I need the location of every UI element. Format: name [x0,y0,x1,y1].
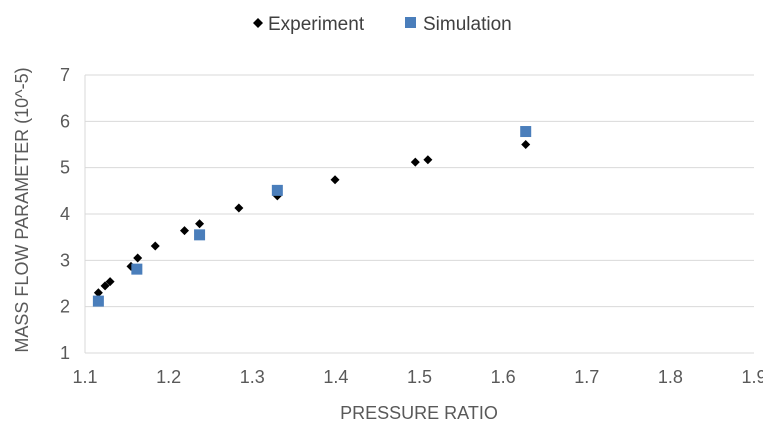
simulation-point [131,263,143,275]
experiment-point [410,157,420,167]
x-axis-title: PRESSURE RATIO [340,403,498,423]
legend-experiment-label: Experiment [268,14,365,35]
x-tick-label: 1.3 [240,367,265,387]
x-tick-label: 1.9 [741,367,763,387]
y-axis-ticks: 1 2 3 4 5 6 7 [60,65,70,363]
y-axis-title: MASS FLOW PARAMETER (10^-5) [12,67,32,352]
y-tick-label: 1 [60,343,70,363]
y-tick-label: 5 [60,158,70,178]
experiment-point [195,219,205,229]
legend-simulation-label: Simulation [423,14,512,35]
experiment-point [330,175,340,185]
experiment-point [150,241,160,251]
experiment-point [105,277,115,287]
legend: Experiment Simulation [253,14,512,35]
simulation-point [194,229,206,241]
y-tick-label: 7 [60,65,70,85]
x-tick-label: 1.5 [407,367,432,387]
simulation-point [92,295,104,307]
x-tick-label: 1.4 [323,367,348,387]
experiment-point [180,226,190,236]
experiment-point [423,155,433,165]
y-tick-label: 4 [60,204,70,224]
gridlines [84,74,754,354]
simulation-point [271,184,283,196]
data-points [92,126,532,307]
y-tick-label: 6 [60,111,70,131]
experiment-point [234,203,244,213]
experiment-point [93,288,103,298]
experiment-point [100,281,110,291]
legend-experiment-marker [253,18,263,28]
y-tick-label: 2 [60,297,70,317]
x-tick-label: 1.2 [156,367,181,387]
x-tick-label: 1.1 [72,367,97,387]
experiment-point [521,140,531,149]
x-tick-label: 1.8 [658,367,683,387]
legend-simulation-marker [405,17,416,28]
x-axis-ticks: 1.1 1.2 1.3 1.4 1.5 1.6 1.7 1.8 1.9 [72,367,763,387]
experiment-point [133,253,143,263]
series-simulation [92,126,532,307]
simulation-point [520,126,532,138]
series-experiment [93,140,531,298]
x-tick-label: 1.7 [574,367,599,387]
x-tick-label: 1.6 [491,367,516,387]
y-tick-label: 3 [60,250,70,270]
